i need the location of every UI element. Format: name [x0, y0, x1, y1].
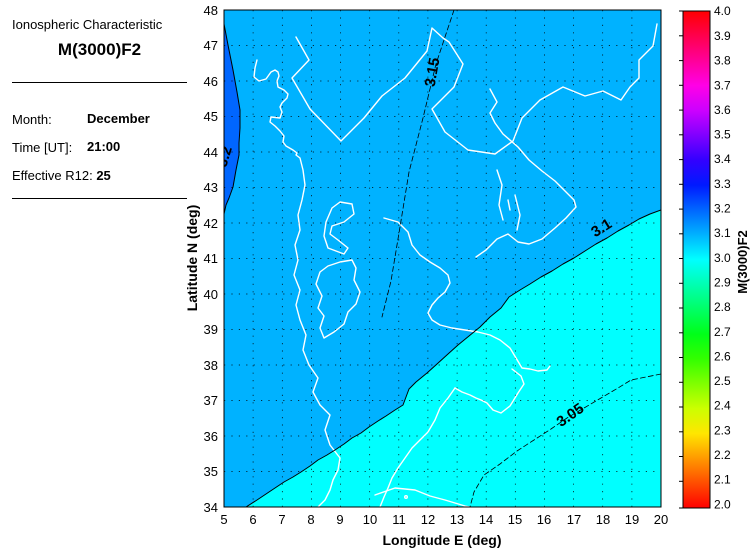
svg-text:3.2: 3.2	[714, 202, 731, 216]
svg-text:16: 16	[537, 512, 551, 527]
svg-text:Latitude N (deg): Latitude N (deg)	[184, 205, 200, 312]
svg-text:46: 46	[204, 74, 218, 89]
svg-text:3.6: 3.6	[714, 103, 731, 117]
svg-text:17: 17	[567, 512, 581, 527]
svg-text:2.9: 2.9	[714, 276, 731, 290]
svg-text:4.0: 4.0	[714, 4, 731, 18]
svg-text:35: 35	[204, 464, 218, 479]
svg-text:2.2: 2.2	[714, 448, 731, 462]
svg-text:2.1: 2.1	[714, 473, 731, 487]
svg-text:39: 39	[204, 322, 218, 337]
svg-text:2.6: 2.6	[714, 349, 731, 363]
svg-text:19: 19	[625, 512, 639, 527]
svg-text:34: 34	[204, 500, 218, 515]
svg-text:40: 40	[204, 287, 218, 302]
svg-text:3.4: 3.4	[714, 152, 731, 166]
svg-text:Longitude E (deg): Longitude E (deg)	[383, 532, 502, 548]
svg-text:44: 44	[204, 145, 218, 160]
svg-text:2.8: 2.8	[714, 300, 731, 314]
svg-text:2.5: 2.5	[714, 374, 731, 388]
svg-text:13: 13	[450, 512, 464, 527]
svg-text:42: 42	[204, 216, 218, 231]
svg-text:5: 5	[220, 512, 227, 527]
svg-text:2.4: 2.4	[714, 399, 731, 413]
svg-text:14: 14	[479, 512, 493, 527]
svg-text:37: 37	[204, 393, 218, 408]
svg-text:M(3000)F2: M(3000)F2	[735, 230, 750, 294]
svg-text:3.1: 3.1	[714, 226, 731, 240]
svg-text:6: 6	[249, 512, 256, 527]
svg-text:3.5: 3.5	[714, 128, 731, 142]
svg-text:3.3: 3.3	[714, 177, 731, 191]
svg-text:45: 45	[204, 109, 218, 124]
svg-text:7: 7	[278, 512, 285, 527]
svg-text:36: 36	[204, 429, 218, 444]
svg-text:2.0: 2.0	[714, 497, 731, 511]
svg-text:9: 9	[336, 512, 343, 527]
svg-text:3.8: 3.8	[714, 54, 731, 68]
svg-text:3.7: 3.7	[714, 78, 731, 92]
svg-text:41: 41	[204, 251, 218, 266]
svg-text:38: 38	[204, 358, 218, 373]
svg-text:15: 15	[508, 512, 522, 527]
svg-text:8: 8	[307, 512, 314, 527]
svg-text:12: 12	[421, 512, 435, 527]
svg-text:43: 43	[204, 180, 218, 195]
svg-text:11: 11	[392, 512, 406, 527]
svg-text:20: 20	[654, 512, 668, 527]
svg-text:10: 10	[363, 512, 377, 527]
svg-text:3.9: 3.9	[714, 29, 731, 43]
svg-text:48: 48	[204, 3, 218, 18]
svg-text:2.3: 2.3	[714, 423, 731, 437]
svg-text:47: 47	[204, 38, 218, 53]
svg-text:3.0: 3.0	[714, 251, 731, 265]
svg-text:2.7: 2.7	[714, 325, 731, 339]
svg-text:18: 18	[596, 512, 610, 527]
